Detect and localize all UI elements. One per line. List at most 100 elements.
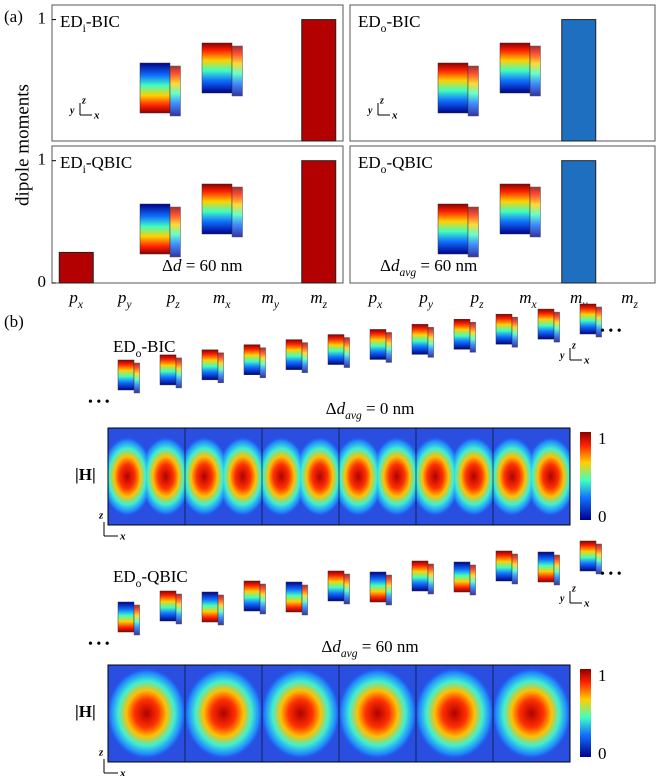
- x-tick-label: mz: [621, 288, 638, 311]
- x-tick-label: my: [262, 288, 280, 311]
- x-tick-label: px: [368, 288, 384, 311]
- axis-label: z: [81, 95, 86, 106]
- cube-icon: [159, 354, 182, 389]
- cube-side: [595, 543, 602, 575]
- x-tick-label-part: m: [262, 288, 274, 307]
- plot-frame: [51, 4, 344, 142]
- x-tick-label: mx: [519, 288, 537, 311]
- cube-side: [595, 306, 602, 338]
- cube-face: [369, 329, 387, 360]
- cube-side: [553, 311, 560, 343]
- cube-icon: [159, 590, 182, 625]
- colorbar: [580, 669, 591, 757]
- ellipsis: • • •: [88, 395, 110, 410]
- cube-icon: [537, 308, 560, 343]
- x-tick-label-part: z: [322, 298, 328, 311]
- annotation-part: Δ: [380, 256, 391, 275]
- subplot-title: EDo-BIC: [358, 12, 420, 35]
- subplot-title-part: i: [83, 22, 86, 35]
- cube-icon: [495, 550, 518, 585]
- subplot-title-part: ED: [358, 153, 381, 172]
- y-tick-label: 1: [38, 150, 47, 169]
- cube-side: [301, 584, 308, 616]
- cube-icon: [285, 581, 308, 616]
- cube-icon: [327, 334, 350, 368]
- cube-face: [537, 551, 555, 583]
- axis-label: z: [98, 510, 104, 522]
- plot-frame: [349, 145, 656, 284]
- cube-icon: [327, 570, 350, 605]
- subplot-title: EDi-BIC: [60, 12, 120, 35]
- cube-side: [343, 573, 350, 605]
- cube-face: [243, 580, 261, 612]
- cube-icon: [453, 319, 476, 353]
- colorbar-label: 1: [598, 666, 607, 685]
- x-tick-label-part: z: [632, 298, 638, 311]
- ellipsis: • • •: [88, 637, 110, 652]
- cube-icon: [499, 183, 541, 238]
- cube-face: [495, 313, 513, 345]
- cube-side: [385, 574, 392, 606]
- cube-face: [327, 570, 345, 602]
- axis-label: x: [119, 531, 126, 543]
- cube-icon: [437, 62, 479, 117]
- x-tick-label: pz: [470, 288, 485, 311]
- cube-icon: [369, 571, 392, 606]
- panel-label: (b): [4, 312, 24, 331]
- map-title: EDo-BIC: [113, 337, 175, 360]
- cube-side: [169, 206, 181, 258]
- colorbar-label: 0: [598, 744, 607, 763]
- cube-icon: [437, 203, 479, 258]
- subplot-title-part: ED: [358, 12, 381, 31]
- cube-face: [139, 203, 171, 255]
- axis-label: x: [583, 355, 590, 367]
- ellipsis: • • •: [600, 324, 622, 339]
- cube-face: [201, 42, 233, 94]
- x-tick-label-part: p: [117, 288, 127, 307]
- subplot-title-part: -BIC: [386, 12, 420, 31]
- x-tick-label-part: p: [368, 288, 378, 307]
- cube-side: [231, 45, 243, 97]
- cube-face: [537, 308, 555, 340]
- colorbar: [580, 432, 591, 520]
- colorbar-label: 0: [598, 507, 607, 526]
- annotation-part: = 60 nm: [416, 256, 477, 275]
- cube-side: [301, 342, 308, 373]
- x-tick-label-part: y: [273, 298, 280, 311]
- plot-frame: [349, 4, 656, 142]
- cube-icon: [117, 601, 140, 636]
- cube-face: [579, 303, 597, 335]
- subplot-title-part: o: [381, 22, 387, 35]
- axis-label: y: [367, 105, 373, 116]
- axis-label: z: [571, 340, 576, 351]
- cube-icon: [243, 344, 266, 378]
- annotation: Δd = 60 nm: [162, 256, 243, 275]
- x-tick-label: mx: [213, 288, 231, 311]
- map-annotation-part: = 0 nm: [362, 399, 415, 418]
- cube-side: [427, 563, 434, 595]
- x-tick-label-part: p: [418, 288, 428, 307]
- x-tick-label: mz: [310, 288, 327, 311]
- cube-side: [427, 327, 434, 358]
- cube-icon: [411, 324, 434, 358]
- colorbar-label: 1: [598, 429, 607, 448]
- subplot-title-part: i: [83, 163, 86, 176]
- map-annotation: Δdavg = 0 nm: [326, 399, 415, 422]
- cube-face: [495, 550, 513, 582]
- y-axis-title: dipole moments: [12, 84, 33, 206]
- bar: [58, 251, 94, 284]
- map-title: EDo-QBIC: [113, 567, 188, 590]
- cube-face: [285, 581, 303, 613]
- cube-face: [139, 62, 171, 114]
- x-tick-label: py: [117, 288, 133, 311]
- cube-side: [467, 65, 479, 117]
- axis-label: x: [391, 110, 398, 122]
- cube-face: [117, 601, 135, 633]
- map-annotation-part: Δ: [326, 399, 337, 418]
- subplot-title: EDi-QBIC: [60, 153, 132, 176]
- cube-face: [201, 183, 233, 235]
- cube-face: [499, 42, 531, 94]
- axis-label: x: [583, 598, 590, 610]
- subplot-title-part: ED: [60, 12, 83, 31]
- cube-face: [499, 183, 531, 235]
